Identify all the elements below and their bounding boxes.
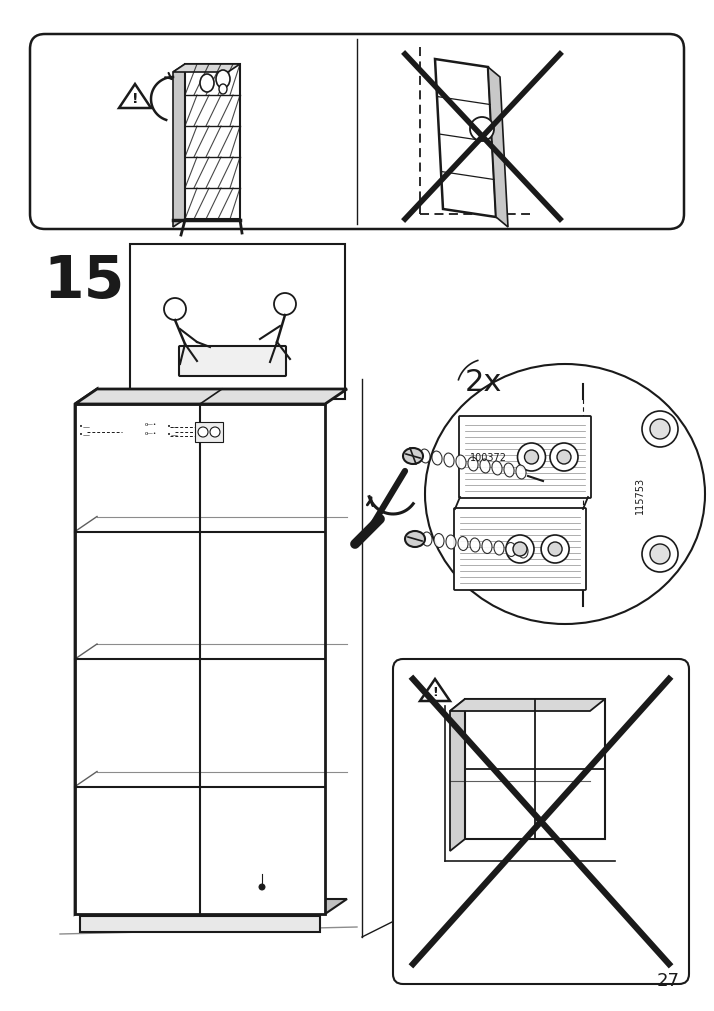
Circle shape xyxy=(506,536,534,563)
Circle shape xyxy=(642,537,678,572)
Circle shape xyxy=(642,411,678,448)
Circle shape xyxy=(550,444,578,471)
Polygon shape xyxy=(450,700,605,712)
Polygon shape xyxy=(420,679,450,702)
Ellipse shape xyxy=(425,365,705,625)
Polygon shape xyxy=(488,68,508,227)
Text: !: ! xyxy=(432,685,438,699)
Polygon shape xyxy=(75,389,97,914)
Text: •—: •— xyxy=(167,431,178,437)
FancyBboxPatch shape xyxy=(30,35,684,229)
Ellipse shape xyxy=(470,539,480,552)
Ellipse shape xyxy=(456,456,466,469)
Bar xyxy=(465,700,605,839)
Bar xyxy=(130,245,345,399)
Ellipse shape xyxy=(434,534,444,548)
Bar xyxy=(80,916,320,932)
Circle shape xyxy=(164,298,186,320)
Text: •—: •— xyxy=(167,423,178,429)
Ellipse shape xyxy=(518,545,528,558)
Text: 100372: 100372 xyxy=(470,453,507,463)
Circle shape xyxy=(470,118,494,142)
Circle shape xyxy=(210,428,220,438)
Polygon shape xyxy=(450,700,465,851)
Circle shape xyxy=(198,428,208,438)
Ellipse shape xyxy=(216,71,230,89)
Bar xyxy=(75,404,325,914)
Circle shape xyxy=(650,420,670,440)
Text: !: ! xyxy=(132,92,139,106)
Text: •—: •— xyxy=(79,423,90,429)
Ellipse shape xyxy=(504,464,514,477)
Bar xyxy=(195,423,223,443)
Ellipse shape xyxy=(494,542,504,555)
Ellipse shape xyxy=(444,454,454,467)
Ellipse shape xyxy=(200,75,214,93)
Circle shape xyxy=(541,536,569,563)
Ellipse shape xyxy=(458,537,468,551)
Circle shape xyxy=(650,545,670,564)
Polygon shape xyxy=(119,85,151,109)
Ellipse shape xyxy=(422,533,432,547)
Ellipse shape xyxy=(403,449,423,464)
FancyBboxPatch shape xyxy=(179,347,286,377)
Polygon shape xyxy=(75,389,347,404)
Ellipse shape xyxy=(480,460,490,473)
Ellipse shape xyxy=(506,543,516,557)
Circle shape xyxy=(518,444,545,471)
Circle shape xyxy=(259,885,265,890)
FancyBboxPatch shape xyxy=(459,417,591,498)
Ellipse shape xyxy=(219,85,227,95)
Circle shape xyxy=(274,294,296,315)
Circle shape xyxy=(548,543,562,556)
Polygon shape xyxy=(75,899,347,914)
Circle shape xyxy=(525,451,538,464)
Ellipse shape xyxy=(432,452,442,465)
Text: o—•: o—• xyxy=(145,422,157,427)
Circle shape xyxy=(557,451,571,464)
Ellipse shape xyxy=(492,462,502,475)
FancyBboxPatch shape xyxy=(454,509,586,590)
Polygon shape xyxy=(435,60,496,217)
Polygon shape xyxy=(173,65,240,73)
Text: 27: 27 xyxy=(657,971,680,989)
Ellipse shape xyxy=(516,466,526,479)
Ellipse shape xyxy=(446,536,456,549)
Text: •—: •— xyxy=(79,431,90,437)
Text: 15: 15 xyxy=(43,253,124,309)
Bar xyxy=(185,65,240,219)
Text: 2x: 2x xyxy=(465,368,503,396)
FancyBboxPatch shape xyxy=(393,659,689,984)
Ellipse shape xyxy=(420,450,430,463)
Ellipse shape xyxy=(482,540,492,554)
Text: 115753: 115753 xyxy=(635,476,645,513)
Ellipse shape xyxy=(468,458,478,471)
Ellipse shape xyxy=(405,532,425,548)
Text: o—•: o—• xyxy=(145,431,157,436)
Circle shape xyxy=(513,543,527,556)
Polygon shape xyxy=(173,65,185,227)
